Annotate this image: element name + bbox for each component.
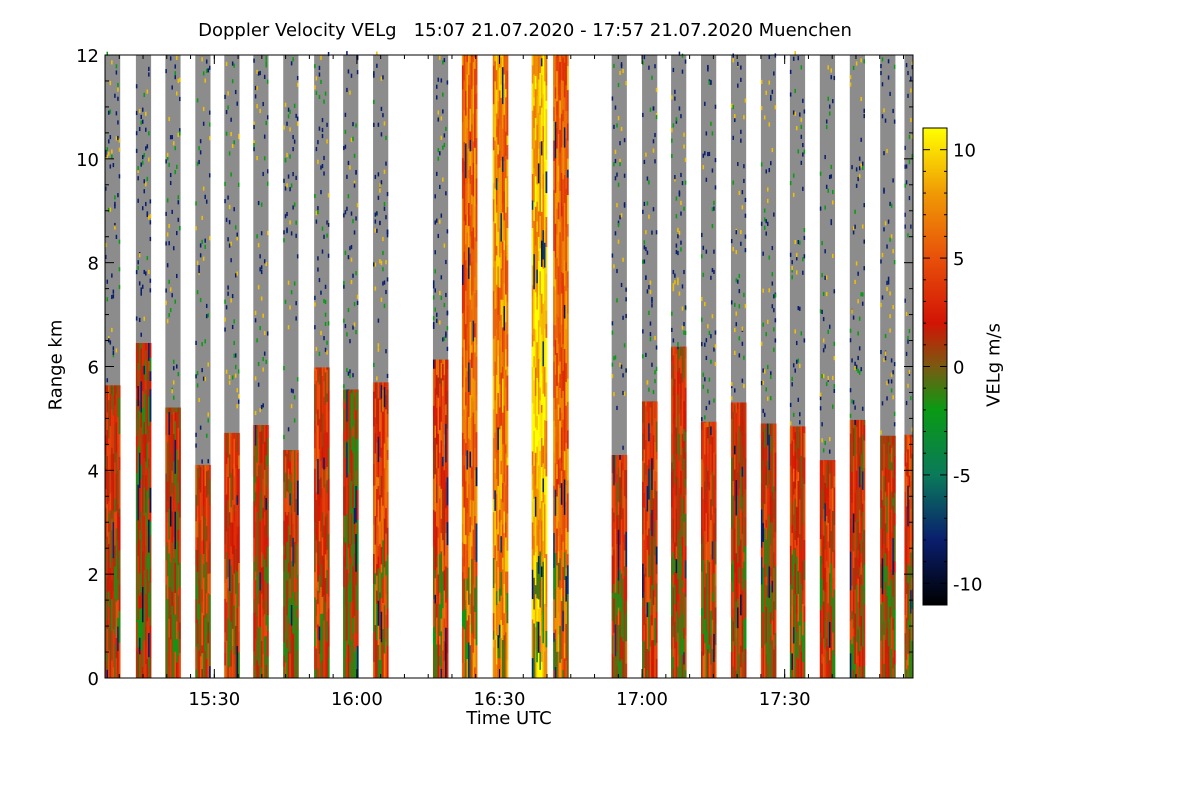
scan-column — [492, 55, 509, 679]
y-tick-label: 10 — [76, 150, 99, 171]
scan-column — [195, 55, 211, 679]
scan-column — [283, 55, 299, 679]
scan-column — [553, 55, 569, 679]
x-axis: 15:30 16:00 16:30 17:00 17:30 — [118, 55, 904, 710]
chart-title: Doppler Velocity VELg 15:07 21.07.2020 -… — [198, 20, 852, 41]
colorbar-tick-label: -10 — [953, 574, 982, 595]
scan-column — [373, 51, 389, 679]
scan-column — [105, 51, 121, 679]
y-tick-label: 8 — [88, 254, 99, 275]
scan-column — [224, 55, 240, 679]
x-tick-label: 17:30 — [759, 689, 811, 710]
scan-column — [611, 55, 628, 679]
y-tick-label: 4 — [88, 461, 99, 482]
scan-column — [461, 55, 478, 679]
colorbar-tick-label: -5 — [953, 466, 971, 487]
scan-column — [880, 55, 896, 679]
y-tick-label: 6 — [88, 358, 99, 379]
scan-column — [760, 53, 777, 679]
y-tick-label: 0 — [88, 669, 99, 690]
scan-column — [671, 51, 687, 679]
scan-column — [531, 55, 548, 679]
x-tick-label: 15:30 — [188, 689, 240, 710]
scan-column — [432, 55, 449, 679]
x-tick-label: 16:00 — [331, 689, 383, 710]
x-axis-label: Time UTC — [466, 708, 552, 729]
scan-column — [789, 51, 806, 679]
scan-column — [135, 55, 152, 679]
y-axis: 0 2 4 6 8 10 12 — [76, 46, 913, 690]
scan-column — [730, 53, 747, 679]
scan-column — [343, 51, 359, 679]
y-tick-label: 2 — [88, 565, 99, 586]
scan-column — [701, 55, 717, 679]
x-tick-label: 17:00 — [616, 689, 668, 710]
x-tick-label: 16:30 — [474, 689, 526, 710]
plot-area — [105, 51, 914, 679]
colorbar: -10 -5 0 5 10 — [922, 127, 982, 606]
scan-column — [849, 55, 866, 679]
scan-column — [642, 55, 658, 679]
y-tick-label: 12 — [76, 46, 99, 67]
scan-column — [819, 55, 836, 679]
colorbar-tick-label: 5 — [953, 249, 964, 270]
scan-column — [165, 55, 181, 679]
colorbar-tick-label: 10 — [953, 141, 976, 162]
scan-column — [253, 55, 269, 679]
colorbar-tick-label: 0 — [953, 358, 964, 379]
scan-column — [314, 51, 330, 679]
